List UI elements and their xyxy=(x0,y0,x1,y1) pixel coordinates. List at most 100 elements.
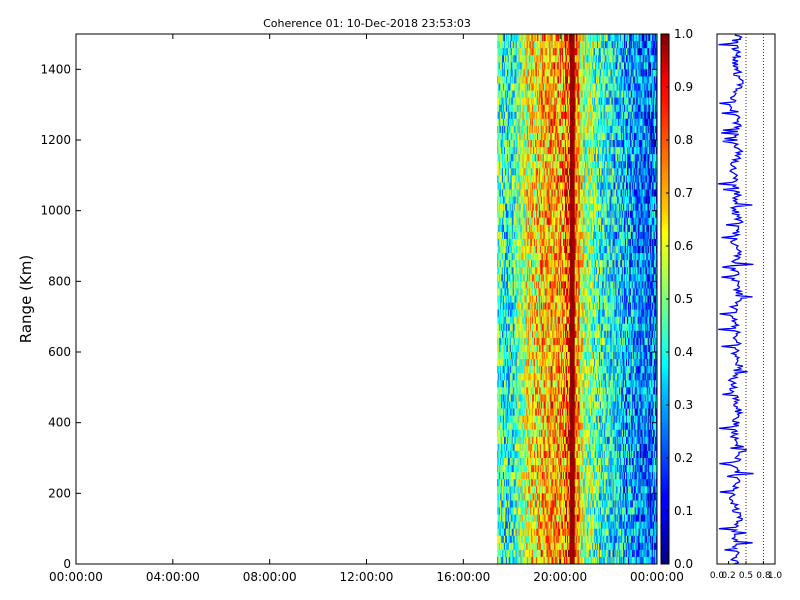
heatmap-cell xyxy=(518,366,520,374)
heatmap-cell xyxy=(538,260,541,268)
heatmap-cell xyxy=(540,118,543,127)
heatmap-cell xyxy=(537,97,540,106)
heatmap-cell xyxy=(536,514,539,522)
heatmap-cell xyxy=(513,189,516,197)
heatmap-cell xyxy=(546,479,548,487)
heatmap-cell xyxy=(508,549,511,558)
heatmap-cell xyxy=(502,359,504,367)
heatmap-cell xyxy=(498,189,500,197)
heatmap-cell xyxy=(513,161,516,169)
heatmap-cell xyxy=(499,366,501,374)
heatmap-cell xyxy=(499,458,501,466)
heatmap-cell xyxy=(504,429,506,438)
heatmap-cell xyxy=(519,337,521,346)
heatmap-cell xyxy=(505,458,508,466)
heatmap-cell xyxy=(510,514,513,522)
heatmap-cell xyxy=(554,34,556,42)
heatmap-cell xyxy=(539,443,542,452)
heatmap-cell xyxy=(531,118,533,127)
heatmap-cell xyxy=(541,69,544,77)
heatmap-cell xyxy=(507,83,510,91)
heatmap-cell xyxy=(538,514,541,522)
heatmap-cell xyxy=(525,387,527,395)
heatmap-cell xyxy=(510,132,513,141)
heatmap-cell xyxy=(555,436,557,445)
heatmap-cell xyxy=(501,429,503,438)
heatmap-cell xyxy=(537,196,540,204)
heatmap-cell xyxy=(545,97,548,106)
heatmap-cell xyxy=(548,366,550,374)
heatmap-cell xyxy=(506,344,509,353)
heatmap-cell xyxy=(520,253,522,261)
heatmap-cell xyxy=(516,330,518,339)
heatmap-cell xyxy=(543,380,546,388)
heatmap-cell xyxy=(515,253,517,261)
heatmap-cell xyxy=(524,260,526,268)
heatmap-cell xyxy=(504,97,506,106)
heatmap-cell xyxy=(517,83,519,91)
heatmap-cell xyxy=(528,302,530,310)
heatmap-cell xyxy=(547,210,549,219)
heatmap-cell xyxy=(532,415,534,424)
heatmap-cell xyxy=(512,344,515,353)
heatmap-cell xyxy=(544,514,547,522)
heatmap-cell xyxy=(559,76,561,84)
heatmap-cell xyxy=(504,450,507,459)
heatmap-cell xyxy=(534,288,536,296)
heatmap-cell xyxy=(542,182,545,190)
heatmap-cell xyxy=(507,224,510,233)
heatmap-cell xyxy=(506,528,509,537)
heatmap-cell xyxy=(535,295,538,303)
heatmap-cell xyxy=(514,493,517,501)
heatmap-cell xyxy=(534,76,537,84)
heatmap-cell xyxy=(534,337,537,346)
heatmap-cell xyxy=(532,352,534,360)
heatmap-cell xyxy=(541,352,544,360)
heatmap-cell xyxy=(528,549,530,558)
heatmap-cell xyxy=(497,76,499,84)
heatmap-cell xyxy=(499,330,501,339)
heatmap-cell xyxy=(561,344,563,353)
heatmap-cell xyxy=(504,521,506,530)
heatmap-cell xyxy=(555,238,557,247)
heatmap-cell xyxy=(548,443,550,452)
heatmap-cell xyxy=(532,69,534,77)
heatmap-cell xyxy=(505,41,508,49)
heatmap-cell xyxy=(514,253,517,261)
heatmap-cell xyxy=(547,203,549,212)
heatmap-cell xyxy=(536,231,539,240)
heatmap-cell xyxy=(526,316,528,325)
heatmap-cell xyxy=(521,380,523,388)
heatmap-cell xyxy=(529,295,531,303)
heatmap-cell xyxy=(520,288,522,296)
heatmap-cell xyxy=(553,556,555,565)
heatmap-cell xyxy=(525,69,527,77)
heatmap-cell xyxy=(528,69,530,77)
heatmap-cell xyxy=(505,493,508,501)
heatmap-cell xyxy=(560,246,562,254)
heatmap-cell xyxy=(511,118,514,127)
heatmap-cell xyxy=(542,387,545,395)
heatmap-cell xyxy=(557,118,559,127)
heatmap-cell xyxy=(524,479,526,487)
heatmap-cell xyxy=(540,125,543,134)
heatmap-cell xyxy=(550,479,552,487)
heatmap-cell xyxy=(556,542,558,551)
heatmap-cell xyxy=(507,479,510,487)
heatmap-cell xyxy=(507,189,510,197)
heatmap-cell xyxy=(557,140,559,148)
heatmap-cell xyxy=(514,443,517,452)
heatmap-cell xyxy=(507,182,510,190)
heatmap-cell xyxy=(532,48,534,56)
heatmap-cell xyxy=(551,429,553,438)
heatmap-cell xyxy=(552,450,554,459)
heatmap-cell xyxy=(552,253,554,261)
heatmap-cell xyxy=(523,316,525,325)
heatmap-cell xyxy=(537,203,540,212)
heatmap-cell xyxy=(502,132,504,141)
heatmap-cell xyxy=(545,90,548,98)
heatmap-cell xyxy=(536,521,539,530)
heatmap-cell xyxy=(534,394,536,402)
heatmap-cell xyxy=(550,168,552,176)
heatmap-cell xyxy=(498,521,500,530)
